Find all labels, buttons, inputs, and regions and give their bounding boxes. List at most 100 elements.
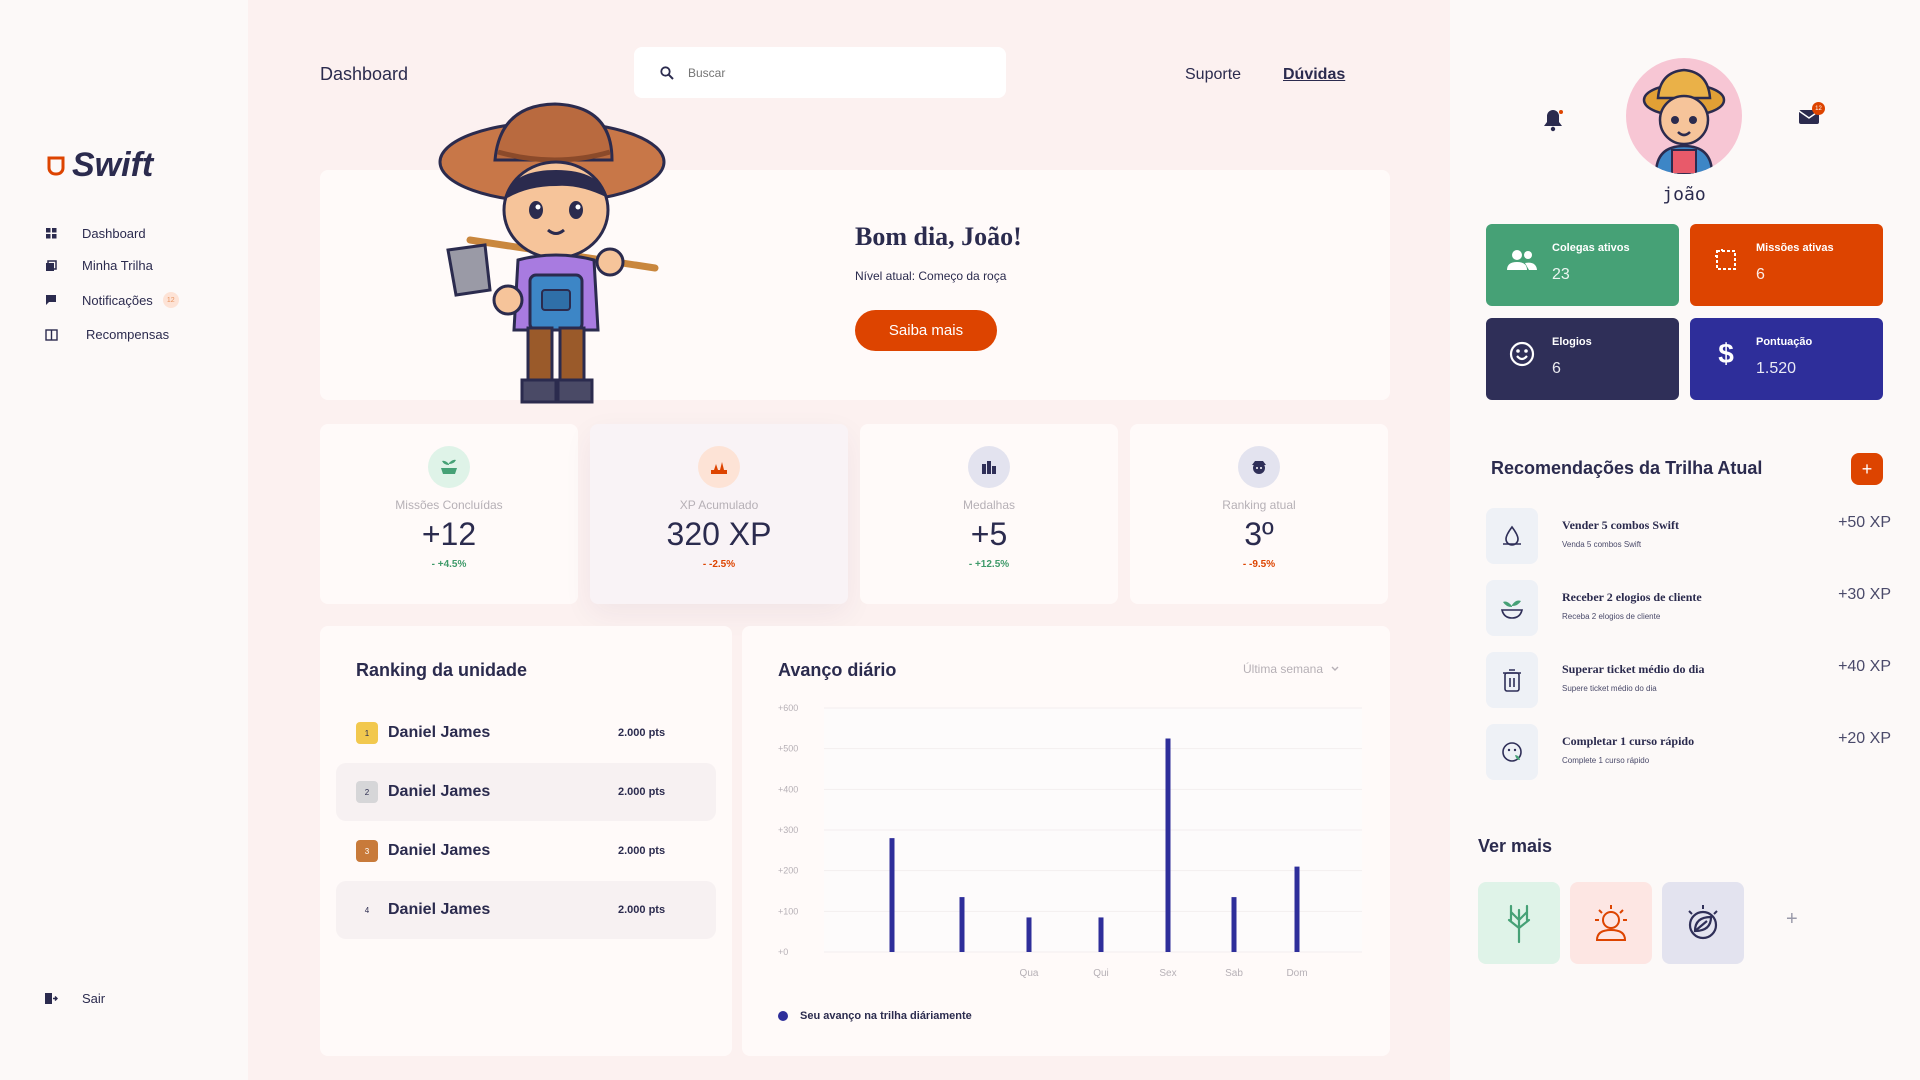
recommendation-subtitle: Supere ticket médio do dia [1562, 684, 1657, 693]
y-tick-label: +200 [778, 866, 798, 876]
period-select[interactable]: Última semana [1243, 662, 1339, 676]
stat-missions-card: Missões Concluídas +12 - +4.5% [320, 424, 578, 604]
rank-points: 2.000 pts [618, 786, 666, 798]
x-tick-label: Qua [1020, 968, 1039, 979]
search-bar[interactable] [634, 47, 1006, 98]
more-tile-leaf[interactable] [1662, 882, 1744, 964]
logout-label: Sair [82, 991, 106, 1006]
chevron-down-icon [1331, 666, 1339, 671]
y-tick-label: +500 [778, 744, 798, 754]
ranking-row[interactable]: 2 Daniel James 2.000 pts [336, 763, 716, 821]
profile-avatar[interactable] [1626, 58, 1742, 174]
stat-medals-card: Medalhas +5 - +12.5% [860, 424, 1118, 604]
stat-label: Medalhas [962, 498, 1016, 512]
chart-bar-ter[interactable] [959, 897, 965, 952]
faq-link[interactable]: Dúvidas [1283, 66, 1346, 83]
recommendations-title: Recomendações da Trilha Atual [1491, 458, 1763, 478]
kpi-elogios[interactable]: Elogios 6 [1486, 318, 1679, 400]
rank-points: 2.000 pts [618, 727, 666, 739]
rank-points: 2.000 pts [618, 845, 666, 857]
recommendation-title: Vender 5 combos Swift [1562, 518, 1680, 532]
kpi-value: 6 [1552, 360, 1561, 377]
recommendation-xp: +20 XP [1838, 730, 1891, 747]
notifications-bell[interactable] [1542, 108, 1564, 137]
harvest-icon [698, 446, 740, 488]
book-icon [44, 328, 58, 342]
sidebar-item-label: Notificações [82, 292, 153, 308]
y-tick-label: +100 [778, 906, 798, 916]
search-input[interactable] [688, 65, 968, 80]
legend-dot [778, 1011, 788, 1021]
more-tile-wheat[interactable] [1478, 882, 1560, 964]
rank-name: Daniel James [388, 842, 491, 859]
recommendation-title: Superar ticket médio do dia [1562, 662, 1705, 676]
recommendation-item[interactable]: Completar 1 curso rápido Complete 1 curs… [1486, 724, 1891, 780]
ranking-row[interactable]: 1 Daniel James 2.000 pts [336, 704, 716, 762]
people-icon [1504, 242, 1540, 278]
sidebar-item-notificacoes[interactable]: Notificações 12 [44, 292, 179, 308]
face-leaf-icon [1486, 724, 1538, 780]
rank-position: 2 [356, 781, 378, 803]
ranking-row[interactable]: 4 Daniel James 2.000 pts [336, 881, 716, 939]
chart-bar-sex[interactable] [1165, 738, 1171, 953]
x-tick-label: Sex [1159, 968, 1176, 979]
learn-more-button[interactable]: Saiba mais [855, 310, 997, 351]
bell-icon [1544, 110, 1563, 132]
kpi-missoes-ativas[interactable]: Missões ativas 6 [1690, 224, 1883, 306]
stat-label: Missões Concluídas [395, 498, 503, 512]
period-select-value: Última semana [1243, 662, 1324, 676]
daily-progress-chart: +0 +100 +200 +300 +400 +500 +600 Qua Qui Sex Sab Do… [778, 703, 1362, 979]
stat-delta: - +12.5% [968, 559, 1010, 570]
chart-bar-qua[interactable] [1026, 917, 1032, 952]
recommendation-item[interactable]: Receber 2 elogios de cliente Receba 2 el… [1486, 580, 1891, 636]
kpi-colegas-ativos[interactable]: Colegas ativos 23 [1486, 224, 1679, 306]
messages-button[interactable]: 12 [1798, 102, 1825, 131]
wheat-icon [1507, 904, 1531, 944]
y-tick-label: +400 [778, 784, 798, 794]
medal-icon [968, 446, 1010, 488]
recommendation-item[interactable]: Vender 5 combos Swift Venda 5 combos Swi… [1486, 508, 1891, 564]
support-link[interactable]: Suporte [1185, 66, 1242, 83]
farmer-avatar-icon [1642, 68, 1726, 174]
kpi-label: Colegas ativos [1552, 242, 1630, 254]
recommendation-xp: +50 XP [1838, 514, 1891, 531]
recommendation-title: Receber 2 elogios de cliente [1562, 590, 1702, 604]
sidebar-item-minha-trilha[interactable]: Minha Trilha [44, 258, 153, 273]
stat-value: 3º [1244, 516, 1274, 552]
x-tick-label: Qui [1093, 968, 1109, 979]
sidebar-item-label: Dashboard [82, 226, 146, 241]
kpi-label: Elogios [1552, 336, 1592, 348]
rank-name: Daniel James [388, 901, 491, 918]
y-tick-label: +300 [778, 825, 798, 835]
more-tile-farmer[interactable] [1570, 882, 1652, 964]
farmer-mascot-illustration [438, 102, 666, 404]
kpi-value: 1.520 [1756, 360, 1797, 377]
recommendation-item[interactable]: Superar ticket médio do dia Supere ticke… [1486, 652, 1891, 708]
recommendation-subtitle: Complete 1 curso rápido [1562, 756, 1650, 765]
stat-value: +12 [421, 516, 477, 552]
add-recommendation-button[interactable]: + [1851, 453, 1883, 485]
chart-bar-qui[interactable] [1098, 917, 1104, 952]
sidebar-item-recompensas[interactable]: Recompensas [44, 327, 169, 342]
kpi-pontuacao[interactable]: $ Pontuação 1.520 [1690, 318, 1883, 400]
stat-delta: - +4.5% [431, 559, 467, 570]
brand-logo[interactable]: Swift [44, 146, 153, 185]
farmer-sun-icon [1595, 905, 1627, 941]
ranking-row[interactable]: 3 Daniel James 2.000 pts [336, 822, 716, 880]
chart-legend: Seu avanço na trilha diáriamente [778, 1010, 972, 1022]
stat-value: +5 [970, 516, 1008, 552]
rank-name: Daniel James [388, 724, 491, 741]
chart-bar-dom[interactable] [1294, 866, 1300, 952]
leaf-sun-icon [1688, 905, 1718, 940]
plant-bowl-icon [1486, 580, 1538, 636]
kpi-value: 23 [1552, 266, 1570, 283]
sidebar-item-dashboard[interactable]: Dashboard [44, 226, 146, 241]
add-more-button[interactable]: + [1786, 908, 1798, 930]
chart-bar-seg[interactable] [889, 838, 895, 952]
kpi-label: Pontuação [1756, 336, 1813, 348]
chart-bar-sab[interactable] [1231, 897, 1237, 952]
recommendation-xp: +30 XP [1838, 586, 1891, 603]
layers-icon [44, 259, 58, 273]
sidebar: Swift Dashboard Minha Trilha Notificaçõe… [0, 0, 248, 1080]
logout-button[interactable]: Sair [44, 991, 105, 1006]
